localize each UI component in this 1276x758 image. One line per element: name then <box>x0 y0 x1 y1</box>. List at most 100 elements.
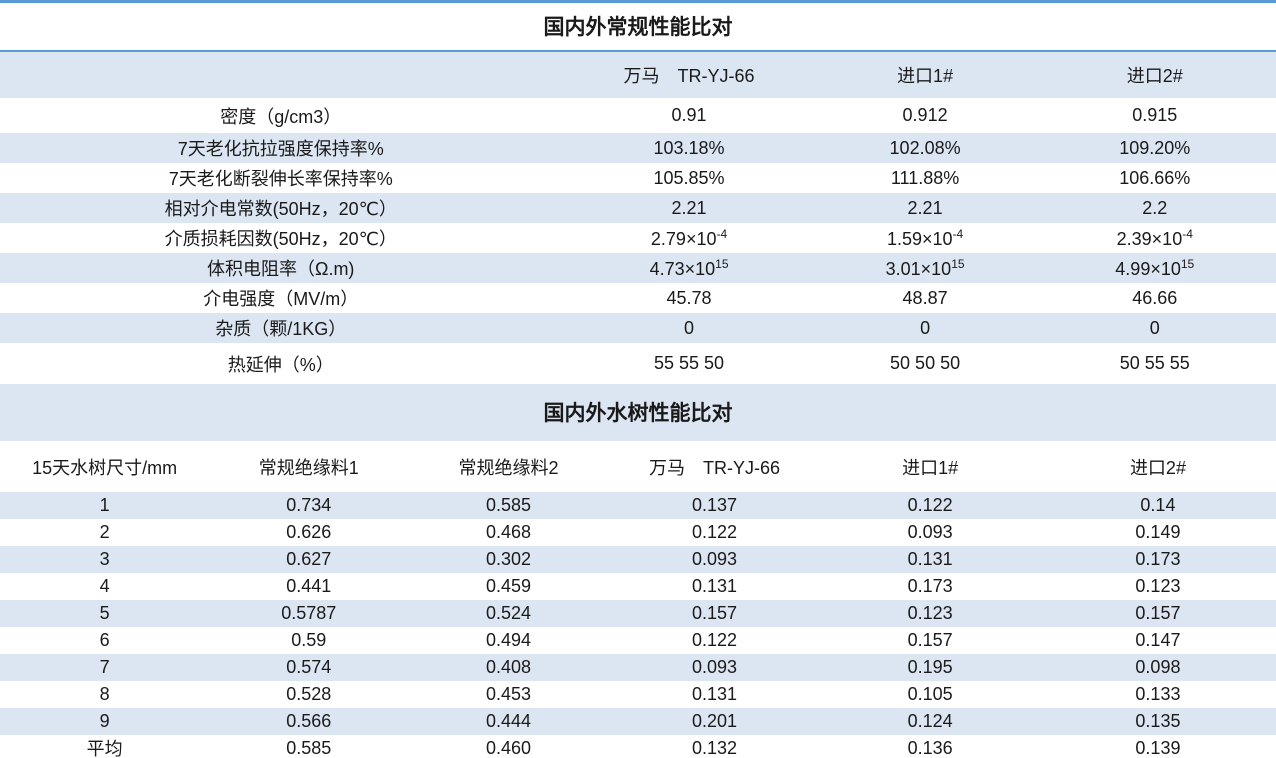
table2-row-label: 平均 <box>86 739 123 758</box>
table1-cell: 0.912 <box>902 105 948 125</box>
table1-row: 热延伸（%） 55 55 50 50 50 50 50 55 55 <box>0 343 1276 384</box>
table2-cell: 0.524 <box>485 603 531 623</box>
table2-cell: 0.105 <box>907 684 953 704</box>
table1-row: 相对介电常数(50Hz，20℃） 2.21 2.21 2.2 <box>0 193 1276 223</box>
table1-row-label: 相对介电常数(50Hz，20℃） <box>164 199 397 219</box>
table1-cell: 46.66 <box>1132 287 1178 308</box>
table1-cell: 48.87 <box>902 287 948 308</box>
table1-cell: 50 50 50 <box>890 353 961 373</box>
table2-row: 6 0.59 0.494 0.122 0.157 0.147 <box>0 627 1276 654</box>
table1-cell: 0.915 <box>1132 105 1178 125</box>
table2-cell: 0.453 <box>485 684 531 704</box>
table1-cell: 0 <box>1149 317 1160 338</box>
table1-cell: 102.08% <box>889 137 961 158</box>
table2-column-header: 万马 TR-YJ-66 <box>649 457 781 478</box>
table2-cell: 0.122 <box>907 495 953 515</box>
table2-cell: 0.173 <box>907 576 953 596</box>
table2-cell: 0.5787 <box>281 603 337 623</box>
table2-cell: 0.201 <box>692 711 738 731</box>
table1-row-label: 介电强度（MV/m） <box>203 289 359 309</box>
table1-cell: 2.79×10-4 <box>650 226 728 249</box>
table1-cell: 3.01×1015 <box>885 256 965 279</box>
table2-cell: 0.157 <box>692 603 738 623</box>
table2-row-label: 5 <box>99 603 110 623</box>
table1-header-empty <box>0 52 561 98</box>
table2-cell: 0.139 <box>1135 737 1181 758</box>
table2-cell: 0.137 <box>692 495 738 515</box>
table2-cell: 0.59 <box>291 630 327 650</box>
table2-row-label: 4 <box>99 576 110 596</box>
table1-header-row: 万马 TR-YJ-66 进口1# 进口2# <box>0 52 1276 98</box>
table1-row: 体积电阻率（Ω.m) 4.73×1015 3.01×1015 4.99×1015 <box>0 253 1276 283</box>
table2-cell: 0.408 <box>485 657 531 677</box>
table2-row-label: 1 <box>99 495 110 515</box>
table2-column-header: 15天水树尺寸/mm <box>32 457 178 478</box>
table2-cell: 0.460 <box>485 737 531 758</box>
table2-cell: 0.098 <box>1135 657 1181 677</box>
table1-row-label: 杂质（颗/1KG） <box>215 319 347 339</box>
table1-cell: 50 55 55 <box>1119 353 1190 373</box>
table1-cell: 55 55 50 <box>653 353 725 373</box>
table1-cell: 111.88% <box>890 167 960 188</box>
table1-row: 介电强度（MV/m） 45.78 48.87 46.66 <box>0 283 1276 313</box>
table1-cell-exponent: 15 <box>951 256 965 271</box>
table1-column-header: 进口1# <box>897 66 954 86</box>
table2-cell: 0.093 <box>692 657 738 677</box>
table2-cell: 0.122 <box>692 522 738 542</box>
table1-cell: 2.2 <box>1142 197 1168 218</box>
table2-row-label: 8 <box>99 684 110 704</box>
table2-cell: 0.157 <box>907 630 953 650</box>
table1-row: 杂质（颗/1KG） 0 0 0 <box>0 313 1276 343</box>
table2-row: 2 0.626 0.468 0.122 0.093 0.149 <box>0 519 1276 546</box>
table2-row-label: 3 <box>99 549 110 569</box>
table2-cell: 0.123 <box>1135 576 1181 596</box>
table2-row-label: 2 <box>99 522 110 542</box>
table2-cell: 0.131 <box>692 576 738 596</box>
table1-cell: 2.39×10-4 <box>1116 226 1193 249</box>
table1-cell: 2.21 <box>907 197 943 218</box>
table2-column-header: 进口1# <box>902 457 959 478</box>
table2-cell: 0.149 <box>1135 522 1181 542</box>
table1-row-label: 热延伸（%） <box>227 354 334 375</box>
table2-column-header: 常规绝缘料2 <box>458 457 559 478</box>
table2-cell: 0.444 <box>485 711 531 731</box>
table2-cell: 0.494 <box>485 630 531 650</box>
table1-cell: 106.66% <box>1119 167 1191 188</box>
table2-cell: 0.734 <box>286 495 332 515</box>
table2-cell: 0.131 <box>692 684 738 704</box>
table1-cell-exponent: 15 <box>715 256 729 271</box>
table2-cell: 0.626 <box>286 522 332 542</box>
table1-conventional-performance: 万马 TR-YJ-66 进口1# 进口2# 密度（g/cm3） 0.91 0.912 0.… <box>0 52 1276 384</box>
table1-row-label: 体积电阻率（Ω.m) <box>206 259 355 279</box>
table1-row: 7天老化断裂伸长率保持率% 105.85% 111.88% 106.66% <box>0 163 1276 193</box>
table1-cell: 105.85% <box>653 167 725 188</box>
table2-row: 5 0.5787 0.524 0.157 0.123 0.157 <box>0 600 1276 627</box>
table1-cell: 4.99×1015 <box>1115 256 1195 279</box>
table2-header-row: 15天水树尺寸/mm 常规绝缘料1 常规绝缘料2 万马 TR-YJ-66 进口1# 进口2… <box>0 441 1276 492</box>
table2-row: 4 0.441 0.459 0.131 0.173 0.123 <box>0 573 1276 600</box>
table2-cell: 0.627 <box>286 549 332 569</box>
table1-row-label: 7天老化断裂伸长率保持率% <box>168 169 393 189</box>
table2-row: 7 0.574 0.408 0.093 0.195 0.098 <box>0 654 1276 681</box>
table2-cell: 0.14 <box>1140 495 1176 515</box>
table2-cell: 0.093 <box>692 549 738 569</box>
table1-cell: 0.91 <box>671 105 707 125</box>
table2-cell: 0.131 <box>907 549 953 569</box>
table2-cell: 0.132 <box>692 737 738 758</box>
table2-row-label: 7 <box>99 657 110 677</box>
table1-cell: 0 <box>920 317 931 338</box>
table2-row: 8 0.528 0.453 0.131 0.105 0.133 <box>0 681 1276 708</box>
table2-cell: 0.135 <box>1135 711 1181 731</box>
table1-cell: 0 <box>684 317 695 338</box>
table2-cell: 0.133 <box>1135 684 1181 704</box>
table2-cell: 0.147 <box>1135 630 1181 650</box>
table2-cell: 0.093 <box>907 522 953 542</box>
table2-column-header: 进口2# <box>1129 457 1186 478</box>
table1-cell-exponent: 15 <box>1180 256 1195 271</box>
table1-row-label: 介质损耗因数(50Hz，20℃） <box>164 229 397 249</box>
table2-cell: 0.124 <box>907 711 953 731</box>
table1-row: 介质损耗因数(50Hz，20℃） 2.79×10-4 1.59×10-4 2.39×1… <box>0 223 1276 253</box>
table1-row: 密度（g/cm3） 0.91 0.912 0.915 <box>0 98 1276 133</box>
table2-cell: 0.585 <box>286 737 332 758</box>
table1-row: 7天老化抗拉强度保持率% 103.18% 102.08% 109.20% <box>0 133 1276 163</box>
